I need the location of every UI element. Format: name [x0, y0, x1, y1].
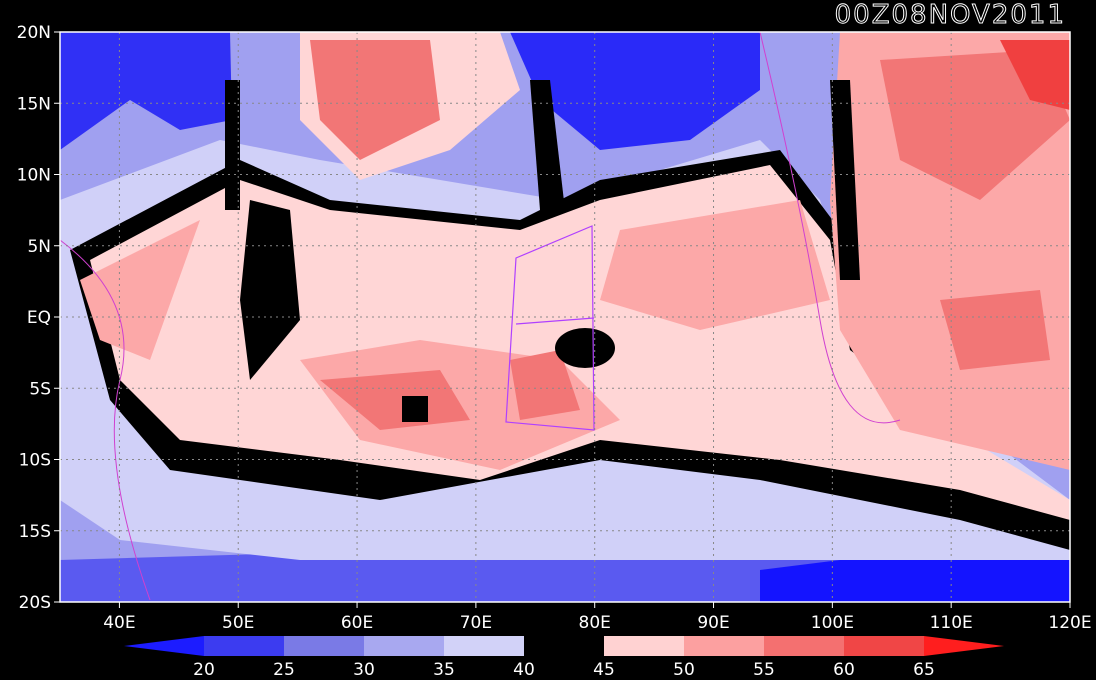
lat-label: 15N — [17, 94, 51, 114]
colorbar-segment — [204, 636, 284, 656]
grid-lines — [60, 32, 1070, 602]
lat-label: 20S — [19, 593, 51, 613]
lon-label: 110E — [930, 613, 973, 633]
lon-label: 70E — [460, 613, 492, 633]
lon-label: 40E — [103, 613, 135, 633]
colorbar-segment — [684, 636, 764, 656]
lon-label: 120E — [1048, 613, 1091, 633]
map-title: 00Z08NOV2011 — [834, 0, 1066, 31]
lat-label: 5N — [27, 237, 51, 257]
lon-label: 50E — [222, 613, 254, 633]
colorbar-label: 20 — [193, 660, 215, 680]
colorbar-segment — [524, 636, 604, 656]
colorbar-label: 25 — [273, 660, 295, 680]
colorbar-segment — [604, 636, 684, 656]
colorbar-labels: 20 25 30 35 40 45 50 55 60 65 — [193, 660, 935, 680]
lat-label: 10S — [19, 451, 51, 471]
colorbar-segment — [444, 636, 524, 656]
colorbar — [124, 636, 1004, 656]
colorbar-label: 45 — [593, 660, 615, 680]
lon-axis: 40E 50E 60E 70E 80E 90E 100E 110E 120E — [103, 602, 1092, 633]
colorbar-label: 50 — [673, 660, 695, 680]
lat-label: 15S — [19, 522, 51, 542]
colorbar-label: 30 — [353, 660, 375, 680]
colorbar-label: 40 — [513, 660, 535, 680]
lat-axis: 20N 15N 10N 5N EQ 5S 10S 15S 20S — [17, 23, 60, 613]
colorbar-left-arrow — [124, 636, 204, 656]
lon-label: 90E — [697, 613, 729, 633]
colorbar-segment — [364, 636, 444, 656]
lat-label: EQ — [27, 308, 51, 328]
colorbar-label: 55 — [753, 660, 775, 680]
lat-label: 5S — [29, 379, 51, 399]
colorbar-label: 35 — [433, 660, 455, 680]
lat-label: 20N — [17, 23, 51, 43]
colorbar-segment — [284, 636, 364, 656]
colorbar-segment — [844, 636, 924, 656]
lon-label: 80E — [579, 613, 611, 633]
lon-label: 60E — [341, 613, 373, 633]
colorbar-label: 60 — [833, 660, 855, 680]
colorbar-label: 65 — [913, 660, 935, 680]
lon-label: 100E — [811, 613, 854, 633]
colorbar-segment — [764, 636, 844, 656]
lat-label: 10N — [17, 166, 51, 186]
colorbar-right-arrow — [924, 636, 1004, 656]
